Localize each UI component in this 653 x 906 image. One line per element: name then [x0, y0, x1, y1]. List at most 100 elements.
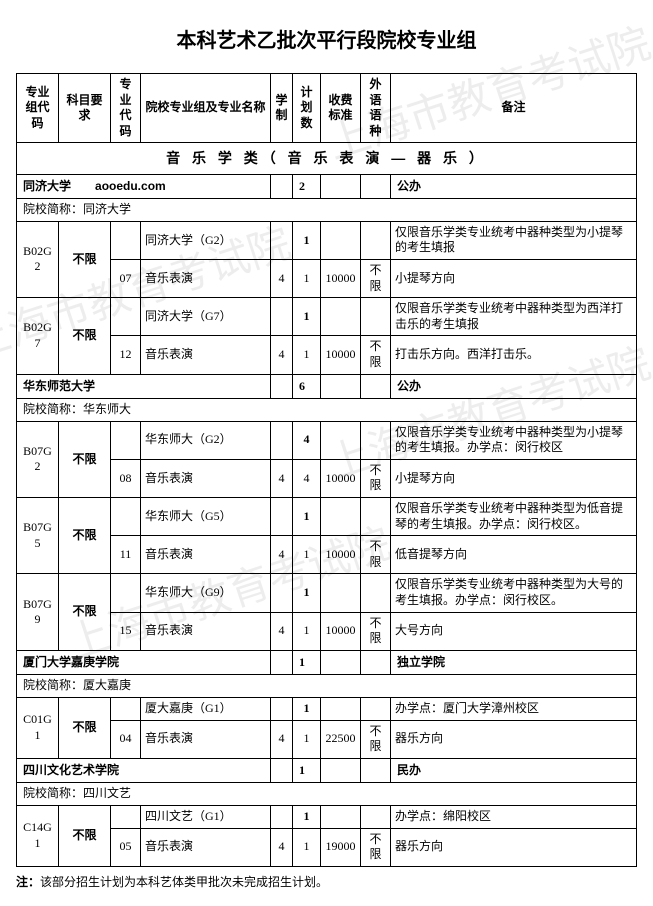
alias-row: 院校简称：同济大学 — [17, 199, 637, 222]
lang: 不限 — [361, 720, 391, 758]
group-name: 同济大学（G2） — [141, 221, 271, 259]
school-alias: 院校简称：华东师大 — [17, 399, 637, 422]
duration: 4 — [271, 259, 293, 297]
school-note: 公办 — [391, 174, 637, 199]
blank — [111, 574, 141, 612]
footnote: 注：该部分招生计划为本科艺体类甲批次未完成招生计划。 — [16, 873, 637, 890]
school-note: 公办 — [391, 374, 637, 399]
school-row: 四川文化艺术学院 1 民办 — [17, 758, 637, 783]
blank — [271, 221, 293, 259]
group-code: C01G1 — [17, 698, 59, 759]
plan: 1 — [293, 536, 321, 574]
plan: 1 — [293, 612, 321, 650]
footnote-text: 该部分招生计划为本科艺体类甲批次未完成招生计划。 — [40, 875, 328, 889]
group-code: B07G5 — [17, 498, 59, 574]
blank — [361, 298, 391, 336]
blank — [111, 298, 141, 336]
blank — [271, 174, 293, 199]
blank — [321, 421, 361, 459]
pro-code: 07 — [111, 259, 141, 297]
group-row: C01G1不限厦大嘉庚（G1）1办学点：厦门大学漳州校区 — [17, 698, 637, 721]
blank — [111, 421, 141, 459]
pro-name: 音乐表演 — [141, 336, 271, 374]
blank — [361, 650, 391, 675]
note: 大号方向 — [391, 612, 637, 650]
alias-row: 院校简称：华东师大 — [17, 399, 637, 422]
th-group-code: 专业组代码 — [17, 74, 59, 143]
school-name: 四川文化艺术学院 — [17, 758, 271, 783]
blank — [111, 221, 141, 259]
pro-code: 11 — [111, 536, 141, 574]
main-table: 专业组代码 科目要求 专业代码 院校专业组及专业名称 学制 计划数 收费标准 外… — [16, 73, 637, 867]
group-name: 华东师大（G5） — [141, 498, 271, 536]
blank — [321, 805, 361, 828]
blank — [361, 574, 391, 612]
blank — [361, 421, 391, 459]
school-name: 华东师范大学 — [17, 374, 271, 399]
blank — [321, 221, 361, 259]
blank — [321, 574, 361, 612]
fee: 10000 — [321, 612, 361, 650]
blank — [361, 498, 391, 536]
duration: 4 — [271, 336, 293, 374]
blank — [271, 374, 293, 399]
th-fee: 收费标准 — [321, 74, 361, 143]
school-alias: 院校简称：四川文艺 — [17, 783, 637, 806]
group-name: 四川文艺（G1） — [141, 805, 271, 828]
school-plan-total: 1 — [293, 650, 321, 675]
pro-code: 04 — [111, 720, 141, 758]
section-title: 音 乐 学 类（ 音 乐 表 演 — 器 乐 ） — [17, 143, 637, 174]
fee: 10000 — [321, 459, 361, 497]
blank — [321, 374, 361, 399]
group-note: 仅限音乐学类专业统考中器种类型为小提琴的考生填报。办学点：闵行校区 — [391, 421, 637, 459]
group-row: B07G9不限华东师大（G9）1仅限音乐学类专业统考中器种类型为大号的考生填报。… — [17, 574, 637, 612]
pro-code: 12 — [111, 336, 141, 374]
th-plan: 计划数 — [293, 74, 321, 143]
th-note: 备注 — [391, 74, 637, 143]
duration: 4 — [271, 612, 293, 650]
blank — [271, 758, 293, 783]
group-subject: 不限 — [59, 221, 111, 297]
school-note: 民办 — [391, 758, 637, 783]
pro-name: 音乐表演 — [141, 720, 271, 758]
blank — [361, 758, 391, 783]
group-note: 办学点：绵阳校区 — [391, 805, 637, 828]
blank — [321, 698, 361, 721]
blank — [321, 650, 361, 675]
duration: 4 — [271, 720, 293, 758]
group-code: C14G1 — [17, 805, 59, 866]
group-plan: 1 — [293, 574, 321, 612]
group-plan: 1 — [293, 805, 321, 828]
th-lang: 外语语种 — [361, 74, 391, 143]
header-row: 专业组代码 科目要求 专业代码 院校专业组及专业名称 学制 计划数 收费标准 外… — [17, 74, 637, 143]
blank — [321, 298, 361, 336]
footnote-label: 注： — [16, 875, 40, 889]
duration: 4 — [271, 828, 293, 866]
lang: 不限 — [361, 459, 391, 497]
school-alias: 院校简称：厦大嘉庚 — [17, 675, 637, 698]
blank — [271, 650, 293, 675]
group-name: 同济大学（G7） — [141, 298, 271, 336]
blank — [321, 758, 361, 783]
pro-name: 音乐表演 — [141, 459, 271, 497]
section-header-row: 音 乐 学 类（ 音 乐 表 演 — 器 乐 ） — [17, 143, 637, 174]
group-code: B07G2 — [17, 421, 59, 497]
group-name: 华东师大（G2） — [141, 421, 271, 459]
school-plan-total: 1 — [293, 758, 321, 783]
note: 小提琴方向 — [391, 259, 637, 297]
group-plan: 1 — [293, 698, 321, 721]
group-plan: 1 — [293, 498, 321, 536]
plan: 1 — [293, 259, 321, 297]
school-name: 同济大学 aooedu.com — [17, 174, 271, 199]
fee: 19000 — [321, 828, 361, 866]
th-school-pro-name: 院校专业组及专业名称 — [141, 74, 271, 143]
blank — [271, 698, 293, 721]
group-row: B02G2不限同济大学（G2）1仅限音乐学类专业统考中器种类型为小提琴的考生填报 — [17, 221, 637, 259]
page-title: 本科艺术乙批次平行段院校专业组 — [16, 24, 637, 53]
group-code: B07G9 — [17, 574, 59, 650]
lang: 不限 — [361, 336, 391, 374]
blank — [361, 221, 391, 259]
lang: 不限 — [361, 259, 391, 297]
th-pro-code: 专业代码 — [111, 74, 141, 143]
group-code: B02G7 — [17, 298, 59, 374]
